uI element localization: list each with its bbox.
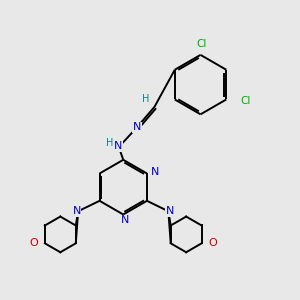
Text: H: H xyxy=(142,94,150,103)
Text: O: O xyxy=(208,238,217,248)
Text: N: N xyxy=(151,167,160,177)
Text: N: N xyxy=(121,215,129,225)
Text: N: N xyxy=(114,141,122,152)
Text: O: O xyxy=(30,238,38,248)
Text: N: N xyxy=(73,206,81,216)
Text: Cl: Cl xyxy=(241,96,251,106)
Text: N: N xyxy=(133,122,141,132)
Text: H: H xyxy=(106,138,113,148)
Text: N: N xyxy=(166,206,174,216)
Text: Cl: Cl xyxy=(197,39,207,49)
